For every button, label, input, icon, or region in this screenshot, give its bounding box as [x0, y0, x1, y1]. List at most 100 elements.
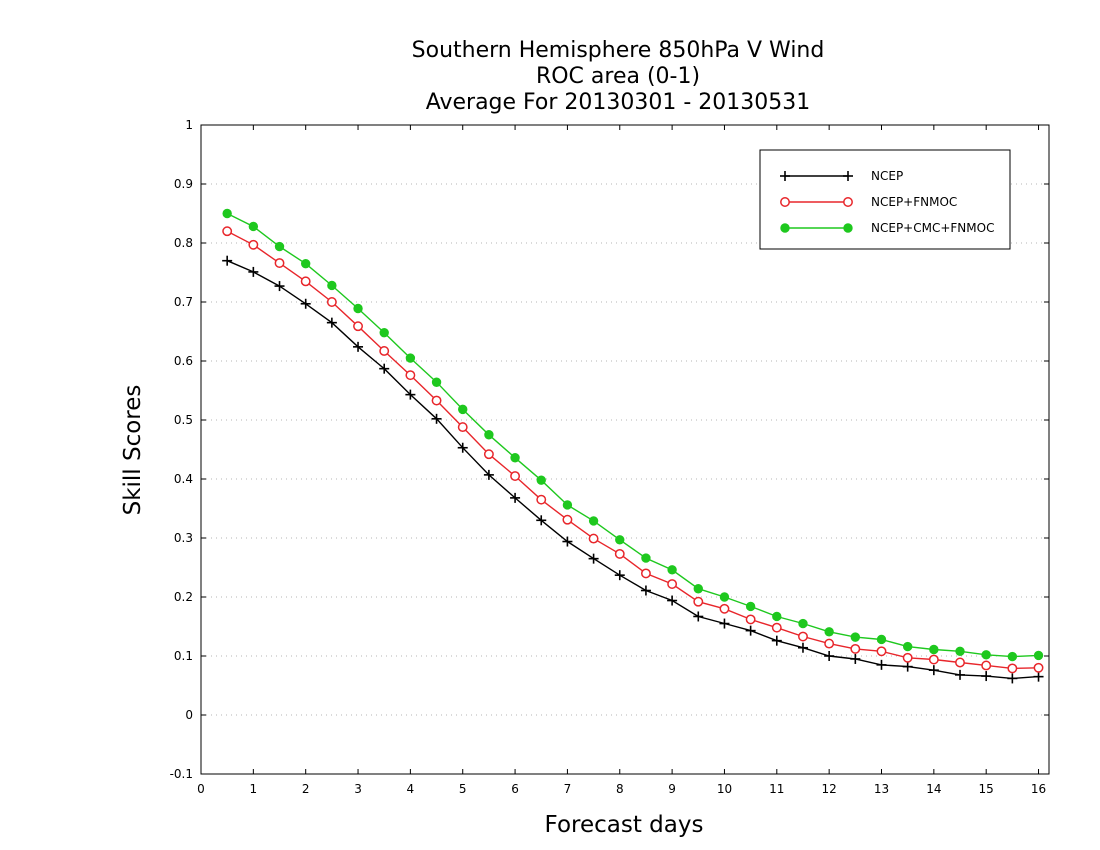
legend-marker [780, 223, 790, 233]
y-tick-label: 0.5 [174, 413, 193, 427]
legend-label: NCEP+FNMOC [871, 195, 957, 209]
data-point [640, 568, 651, 579]
data-point [1007, 663, 1018, 674]
y-axis-label: Skill Scores [120, 385, 146, 516]
y-tick-label: 1 [185, 118, 193, 132]
y-tick-label: 0 [185, 708, 193, 722]
x-tick-label: 4 [407, 782, 415, 796]
data-point [824, 651, 835, 661]
data-point [327, 280, 337, 291]
data-point [405, 389, 416, 400]
x-tick-label: 3 [354, 782, 362, 796]
data-point [300, 276, 311, 287]
data-point [981, 660, 992, 671]
data-point [614, 570, 625, 581]
data-point [745, 601, 756, 612]
data-point [798, 631, 808, 642]
data-point [300, 298, 311, 309]
data-point [798, 618, 808, 629]
data-point [562, 514, 573, 525]
data-point [379, 346, 390, 356]
legend-label: NCEP+CMC+FNMOC [871, 221, 994, 235]
legend-marker [780, 171, 790, 181]
y-tick-label: 0.7 [174, 295, 193, 309]
data-point [902, 652, 913, 663]
legend: NCEP NCEP+FNMOC NCEP+CMC+FNMOC [759, 149, 1011, 250]
data-point [248, 221, 259, 232]
data-point [274, 281, 285, 292]
gridlines [201, 183, 1049, 716]
x-tick-label: 5 [459, 782, 467, 796]
data-point [876, 659, 887, 670]
data-point [300, 258, 311, 269]
data-point [719, 618, 730, 629]
data-point [1033, 650, 1044, 661]
x-tick-label: 8 [616, 782, 624, 796]
data-point [431, 377, 442, 387]
legend-entry-ncep: NCEP [780, 169, 903, 183]
data-point [588, 533, 599, 544]
data-point [850, 643, 861, 654]
data-point [614, 548, 625, 559]
data-point [536, 475, 546, 485]
legend-marker [780, 197, 790, 207]
y-tick-label: 0.2 [174, 590, 193, 604]
x-tick-label: 7 [564, 782, 572, 796]
x-tick-labels: 0 1 2 3 4 5 6 7 8 9 10 11 12 13 14 15 16 [197, 782, 1046, 796]
data-point [405, 370, 416, 381]
data-point [353, 321, 363, 332]
data-point [824, 638, 835, 649]
title-line-1: Southern Hemisphere 850hPa V Wind [412, 38, 825, 63]
data-point [536, 515, 547, 526]
data-point [222, 255, 233, 266]
legend-entry-ncep-cmc-fnmoc: NCEP+CMC+FNMOC [780, 221, 994, 235]
data-point [431, 395, 442, 406]
legend-box [759, 149, 1011, 250]
plot-frame [200, 124, 1050, 775]
x-tick-label: 13 [874, 782, 889, 796]
data-point [981, 650, 991, 660]
data-point [222, 226, 233, 237]
y-tick-label: 0.4 [174, 472, 193, 486]
x-axis-label: Forecast days [545, 812, 704, 838]
data-point [824, 627, 834, 637]
data-point [928, 654, 939, 665]
y-tick-label: 0.3 [174, 531, 193, 545]
data-point [955, 646, 965, 656]
data-point [483, 469, 494, 480]
series-line-ncep-fnmoc [226, 230, 1039, 670]
x-tick-label: 11 [769, 782, 784, 796]
legend-label: NCEP [871, 169, 903, 183]
data-point [274, 241, 285, 252]
data-point [641, 553, 651, 563]
data-point [536, 494, 547, 505]
data-point [379, 327, 389, 338]
legend-marker [843, 171, 853, 181]
data-point [379, 363, 390, 374]
data-point [797, 642, 808, 653]
data-point [326, 297, 337, 307]
data-point [1007, 673, 1018, 684]
data-point [876, 634, 887, 645]
legend-entry-ncep-fnmoc: NCEP+FNMOC [780, 195, 957, 209]
x-tick-label: 14 [926, 782, 941, 796]
data-point [981, 671, 992, 682]
data-point [510, 471, 521, 481]
series-group [222, 208, 1044, 684]
data-point [510, 453, 520, 463]
y-tick-label: -0.1 [170, 767, 193, 781]
x-tick-label: 2 [302, 782, 310, 796]
data-point [562, 500, 573, 510]
data-point [745, 625, 756, 636]
data-point [902, 661, 913, 672]
data-point [248, 266, 259, 277]
x-tick-label: 15 [979, 782, 994, 796]
data-point [457, 422, 468, 433]
data-point [510, 492, 521, 503]
data-point [1007, 651, 1018, 662]
legend-marker [843, 223, 853, 233]
y-tick-labels: -0.1 0 0.1 0.2 0.3 0.4 0.5 0.6 0.7 0.8 0.9 1 [170, 118, 193, 781]
title-line-2: ROC area (0-1) [536, 64, 700, 89]
data-point [693, 584, 703, 594]
